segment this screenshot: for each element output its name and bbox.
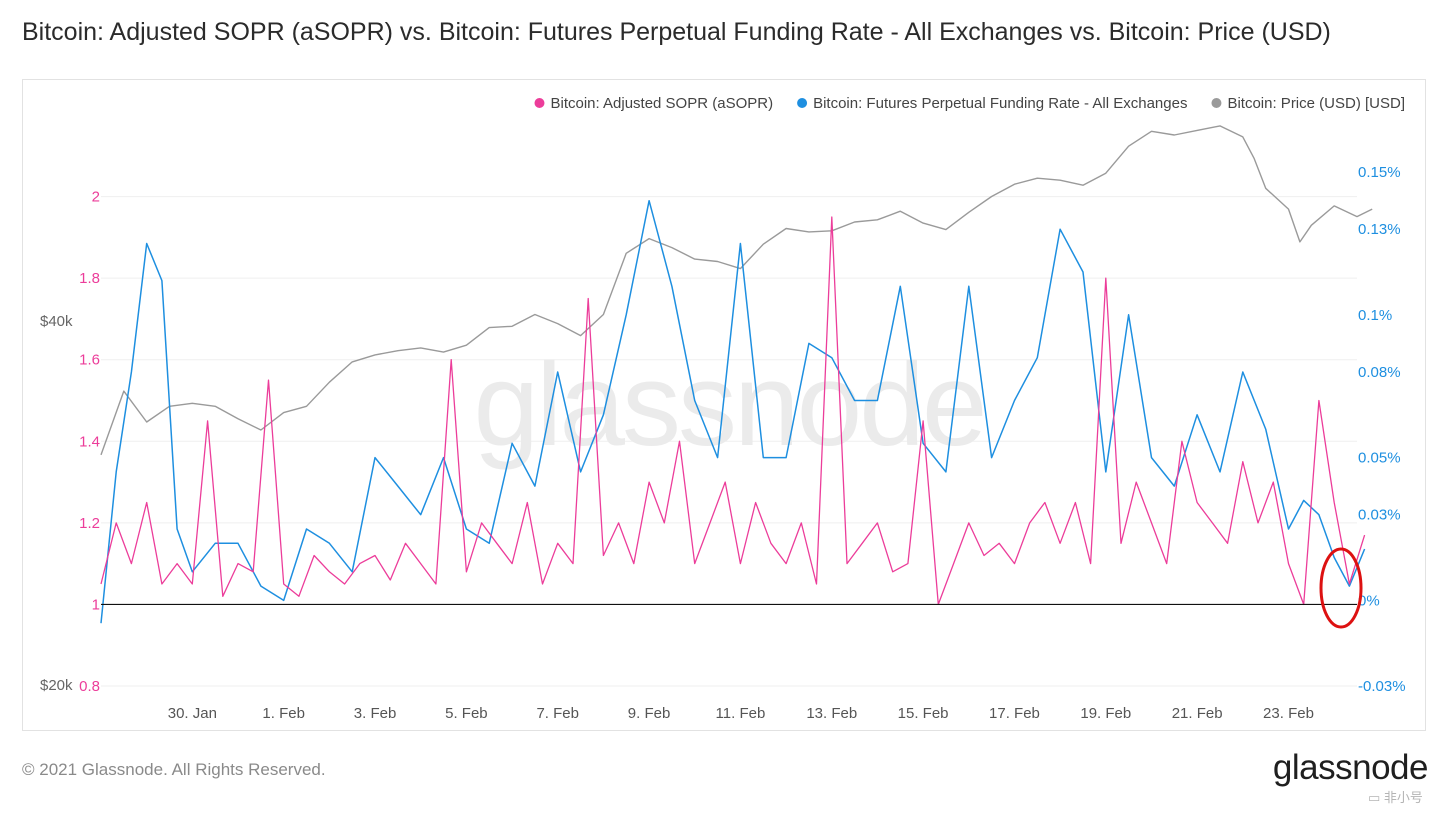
x-tick-label: 11. Feb [716, 705, 766, 722]
glassnode-logo: glassnode [1272, 748, 1429, 787]
legend-label: Bitcoin: Adjusted SOPR (aSOPR) [550, 95, 773, 112]
corner-watermark-text: 非小号 [1383, 790, 1423, 805]
funding-tick-label: 0.03% [1358, 507, 1401, 524]
sopr-tick-label: 1.4 [79, 433, 100, 450]
funding-tick-label: 0% [1358, 592, 1380, 609]
x-tick-label: 17. Feb [989, 705, 1040, 722]
chart-svg: glassnode 0.8 1 1.2 1.4 1.6 1.8 2 $20k $40k -0.03%… [40, 95, 1406, 722]
x-tick-label: 21. Feb [1172, 705, 1223, 722]
x-tick-label: 15. Feb [898, 705, 949, 722]
chart-title: Bitcoin: Adjusted SOPR (aSOPR) vs. Bitco… [22, 18, 1331, 46]
series-line-price [100, 125, 1373, 456]
sopr-tick-label: 1 [92, 596, 100, 613]
price-tick-label: $20k [40, 677, 73, 694]
annotation-ellipse [1319, 547, 1363, 629]
legend-dot [797, 98, 808, 108]
chart-panel: glassnode 0.8 1 1.2 1.4 1.6 1.8 2 $20k $40k -0.03%… [22, 79, 1426, 731]
copyright-footer: © 2021 Glassnode. All Rights Reserved. [22, 760, 326, 779]
series-line-sopr [100, 216, 1366, 606]
x-tick-label: 5. Feb [445, 705, 488, 722]
sopr-tick-label: 2 [92, 189, 100, 206]
x-tick-label: 1. Feb [262, 705, 305, 722]
corner-watermark-icon: ▭ [1368, 790, 1381, 805]
sopr-tick-label: 1.6 [79, 352, 100, 369]
x-tick-label: 13. Feb [806, 705, 857, 722]
x-tick-label: 9. Feb [628, 705, 671, 722]
glassnode-watermark: glassnode [474, 339, 985, 471]
funding-tick-label: -0.03% [1358, 678, 1406, 695]
legend-label: Bitcoin: Price (USD) [USD] [1227, 95, 1405, 112]
funding-tick-label: 0.15% [1358, 164, 1401, 181]
sopr-tick-label: 0.8 [79, 678, 100, 695]
corner-watermark: ▭ 非小号 [1368, 787, 1423, 806]
x-tick-label: 3. Feb [354, 705, 397, 722]
sopr-tick-label: 1.8 [79, 270, 100, 287]
x-tick-label: 19. Feb [1080, 705, 1131, 722]
funding-tick-label: 0.13% [1358, 221, 1401, 238]
funding-tick-label: 0.08% [1358, 364, 1401, 381]
x-tick-label: 30. Jan [168, 705, 217, 722]
funding-tick-label: 0.1% [1358, 307, 1392, 324]
legend-label: Bitcoin: Futures Perpetual Funding Rate … [813, 95, 1187, 112]
legend-dot [534, 98, 545, 108]
sopr-tick-label: 1.2 [79, 515, 100, 532]
price-tick-label: $40k [40, 313, 73, 330]
legend-dot [1211, 98, 1222, 108]
x-tick-label: 23. Feb [1263, 705, 1314, 722]
funding-tick-label: 0.05% [1358, 450, 1401, 467]
x-tick-label: 7. Feb [536, 705, 579, 722]
